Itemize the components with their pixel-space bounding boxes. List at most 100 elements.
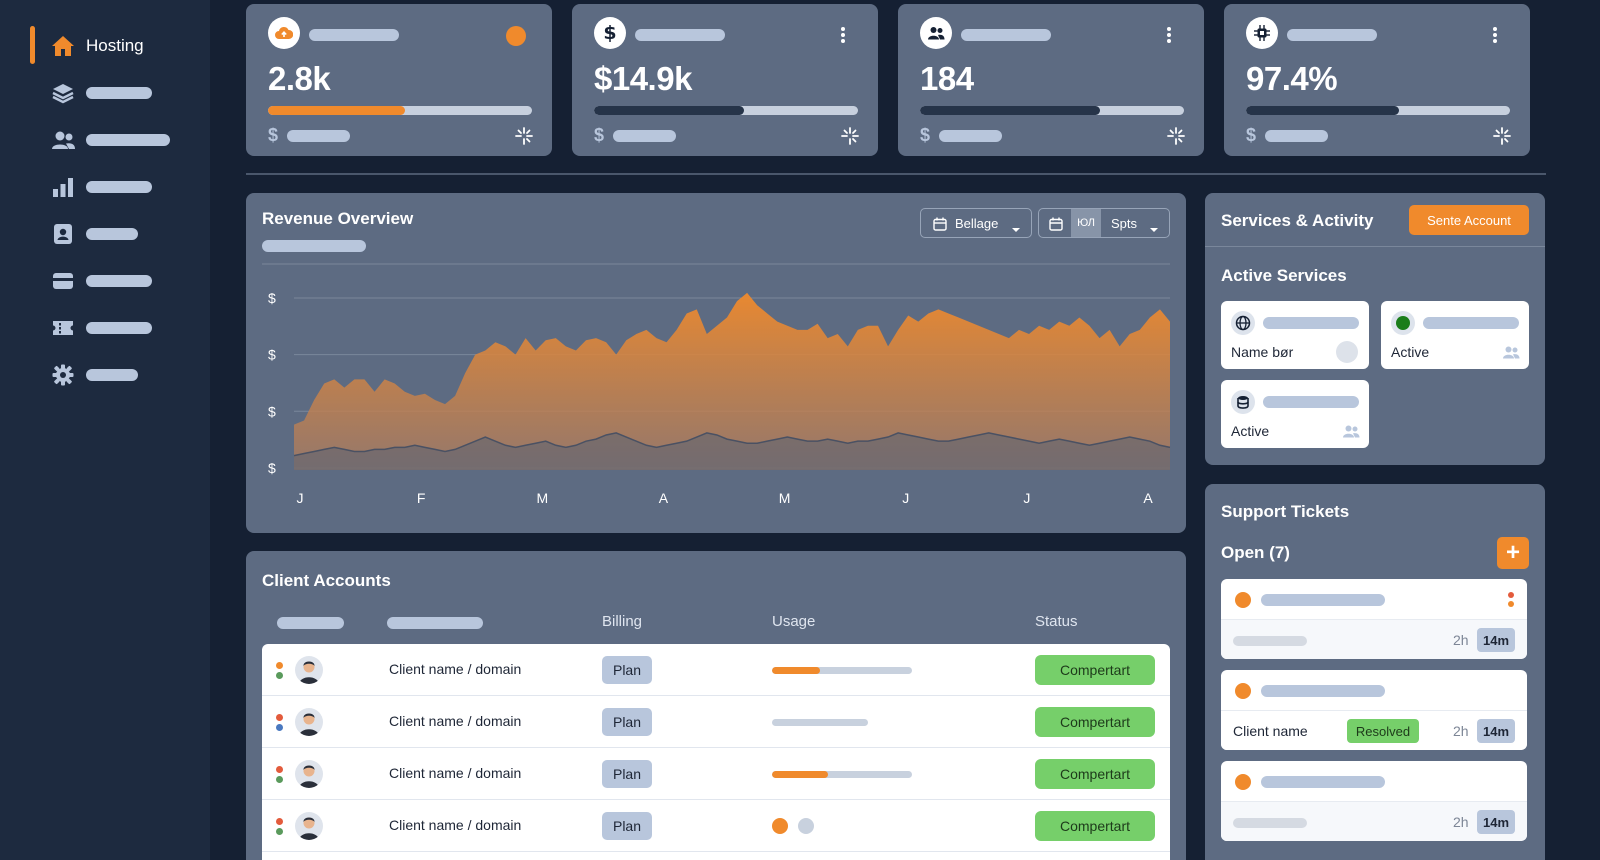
kpi-label-placeholder xyxy=(1287,29,1377,41)
client-name[interactable]: Client name / domain xyxy=(389,713,522,729)
ticket-icon xyxy=(50,315,76,341)
column-header-placeholder xyxy=(277,617,344,629)
column-header-usage[interactable]: Usage xyxy=(772,613,816,630)
status-online-icon xyxy=(1391,311,1415,335)
home-icon xyxy=(50,33,76,59)
y-tick-label: $ xyxy=(268,403,276,419)
database-icon xyxy=(1231,390,1255,414)
users-icon xyxy=(50,127,76,153)
sparkle-icon[interactable] xyxy=(1166,126,1186,146)
calendar-icon[interactable] xyxy=(1049,217,1063,234)
service-card[interactable]: Active xyxy=(1221,380,1369,448)
kpi-card-visitors[interactable]: 2.8k $ xyxy=(246,4,552,156)
status-badge[interactable]: Compertart xyxy=(1035,655,1155,685)
client-name[interactable]: Client name / domain xyxy=(389,817,522,833)
sidebar-item-tickets[interactable] xyxy=(0,310,210,346)
sidebar-item-reports[interactable] xyxy=(0,169,210,205)
sidebar-item-hosting[interactable]: Hosting xyxy=(0,28,210,64)
layers-icon xyxy=(50,80,76,106)
client-name[interactable]: Client name / domain xyxy=(389,661,522,677)
kpi-card-clients[interactable]: 184 $ xyxy=(898,4,1204,156)
table-row[interactable]: Client name / domain Plan Compertart xyxy=(262,696,1170,748)
service-card[interactable]: Name bør xyxy=(1221,301,1369,369)
status-badge[interactable]: Compertart xyxy=(1035,759,1155,789)
priority-flag-icon xyxy=(1507,591,1515,614)
kpi-progress xyxy=(920,106,1184,115)
sparkle-icon[interactable] xyxy=(840,126,860,146)
sparkle-icon[interactable] xyxy=(514,126,534,146)
plan-badge[interactable]: Plan xyxy=(602,760,652,788)
avatar[interactable] xyxy=(295,656,323,684)
y-tick-label: $ xyxy=(268,290,276,306)
open-tickets-count[interactable]: Open (7) xyxy=(1221,543,1290,562)
more-vertical-icon[interactable] xyxy=(1165,26,1173,44)
plan-badge[interactable]: Plan xyxy=(602,708,652,736)
client-table-body: Client name / domain Plan Compertart Cli… xyxy=(262,644,1170,860)
avatar[interactable] xyxy=(295,812,323,840)
table-row[interactable]: Client name / domain Plan Compertart xyxy=(262,748,1170,800)
kpi-value: $14.9k xyxy=(594,60,692,97)
kpi-value: 97.4% xyxy=(1246,60,1338,97)
column-header-status[interactable]: Status xyxy=(1035,613,1078,630)
section-divider xyxy=(246,173,1546,175)
avatar[interactable] xyxy=(295,708,323,736)
service-card[interactable]: Active xyxy=(1381,301,1529,369)
client-name[interactable]: Client name / domain xyxy=(389,765,522,781)
usage-dot-active xyxy=(772,818,788,834)
ticket-client-name[interactable]: Client name xyxy=(1233,723,1308,739)
sidebar-item-layers[interactable] xyxy=(0,75,210,111)
service-label: Active xyxy=(1391,344,1430,360)
toggle-switch[interactable] xyxy=(1336,341,1358,363)
currency-symbol: $ xyxy=(920,125,931,145)
sidebar: Hosting xyxy=(0,0,210,860)
more-vertical-icon[interactable] xyxy=(1491,26,1499,44)
status-badge[interactable]: Compertart xyxy=(1035,811,1155,841)
plan-badge[interactable]: Plan xyxy=(602,656,652,684)
more-vertical-icon[interactable] xyxy=(839,26,847,44)
active-services-title: Active Services xyxy=(1221,266,1347,285)
usage-track xyxy=(772,667,912,674)
kpi-progress-fill xyxy=(594,106,745,115)
sidebar-item-placeholder xyxy=(86,181,152,193)
bar-chart-icon xyxy=(50,174,76,200)
ticket-age: 2h xyxy=(1453,632,1469,648)
ticket-card[interactable]: Client name Resolved 2h 14m xyxy=(1221,670,1527,750)
chevron-down-icon xyxy=(1011,221,1021,236)
contact-card-icon xyxy=(50,221,76,247)
x-tick-label: M xyxy=(779,490,791,506)
client-accounts-title: Client Accounts xyxy=(262,571,391,590)
table-row[interactable]: Client name / domain Plan Compertart xyxy=(262,800,1170,852)
service-label: Active xyxy=(1231,423,1270,439)
sidebar-item-users[interactable] xyxy=(0,122,210,158)
sidebar-item-contacts[interactable] xyxy=(0,216,210,252)
column-header-placeholder xyxy=(387,617,483,629)
sparkle-icon[interactable] xyxy=(1492,126,1512,146)
sidebar-item-billing[interactable] xyxy=(0,263,210,299)
usage-fill xyxy=(772,771,828,778)
sidebar-item-settings[interactable] xyxy=(0,357,210,393)
active-nav-indicator xyxy=(30,26,35,64)
ticket-card[interactable]: 2h 14m xyxy=(1221,761,1527,841)
ticket-status-dot xyxy=(1235,592,1251,608)
table-row[interactable]: Client name / domain Plan Compertart xyxy=(262,644,1170,696)
kpi-card-revenue[interactable]: $ $14.9k $ xyxy=(572,4,878,156)
avatar[interactable] xyxy=(295,760,323,788)
kpi-value: 184 xyxy=(920,60,974,97)
column-header-billing[interactable]: Billing xyxy=(602,613,643,630)
sidebar-item-placeholder xyxy=(86,275,152,287)
sidebar-item-placeholder xyxy=(86,369,138,381)
segment-toggle[interactable]: ЮЛ xyxy=(1071,209,1101,237)
view-toggle-group[interactable]: ЮЛ Spts xyxy=(1038,208,1170,238)
series-dropdown-label[interactable]: Spts xyxy=(1111,216,1138,231)
ticket-subject-placeholder xyxy=(1261,685,1385,697)
kpi-card-uptime[interactable]: 97.4% $ xyxy=(1224,4,1530,156)
revenue-area-chart: $ $ $ $ J F M A M J J A xyxy=(262,263,1171,506)
date-range-dropdown[interactable]: Bellage xyxy=(920,208,1032,238)
ticket-card[interactable]: 2h 14m xyxy=(1221,579,1527,659)
kpi-progress-fill xyxy=(268,106,406,115)
plan-badge[interactable]: Plan xyxy=(602,812,652,840)
ticket-duration-badge: 14m xyxy=(1477,810,1515,834)
add-ticket-button[interactable]: + xyxy=(1497,537,1529,569)
status-badge[interactable]: Compertart xyxy=(1035,707,1155,737)
sente-account-button[interactable]: Sente Account xyxy=(1409,205,1529,235)
